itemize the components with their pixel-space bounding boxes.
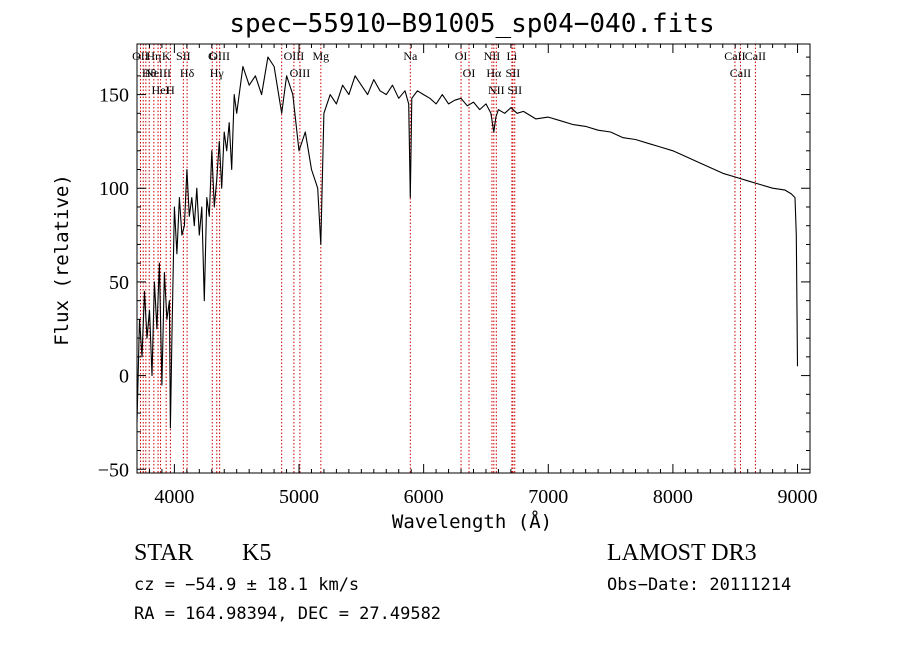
line-marker-label-19: OI <box>455 49 468 63</box>
y-axis-label: Flux (relative) <box>51 174 73 346</box>
line-marker-label-7: K <box>162 49 171 63</box>
x-tick-label-0: 4000 <box>154 486 194 508</box>
y-tick-label-2: 50 <box>109 272 129 294</box>
line-marker-label-23: NII <box>488 83 505 97</box>
line-marker-label-12: Hγ <box>210 66 225 80</box>
line-marker-label-25: SII <box>506 66 521 80</box>
y-tick-label-0: −50 <box>98 459 129 481</box>
line-marker-label-18: Na <box>403 49 418 63</box>
x-tick-label-2: 6000 <box>404 486 444 508</box>
line-marker-label-21: NII <box>484 49 501 63</box>
line-marker-label-10: Hδ <box>180 66 195 80</box>
line-marker-label-8: H <box>166 83 175 97</box>
x-axis: 4000 5000 6000 7000 8000 9000 <box>148 44 818 508</box>
object-subclass: K5 <box>242 540 271 566</box>
redshift-text: cz = −54.9 ± 18.1 km/s <box>134 575 359 595</box>
chart-title: spec−55910−B91005_sp04−040.fits <box>229 9 714 39</box>
line-marker-label-5: NeIII <box>145 66 171 80</box>
line-marker-label-16: OIII <box>290 66 311 80</box>
line-marker-label-22: Hα <box>486 66 502 80</box>
line-marker-label-0: OII <box>132 49 149 63</box>
line-marker-label-28: CaII <box>730 66 751 80</box>
x-tick-label-5: 9000 <box>778 486 818 508</box>
survey-name: LAMOST DR3 <box>607 540 757 566</box>
line-marker-label-9: SII <box>176 49 191 63</box>
line-marker-layer <box>139 44 756 473</box>
x-tick-label-3: 7000 <box>528 486 568 508</box>
plot-frame <box>136 43 811 474</box>
y-tick-label-4: 150 <box>99 85 129 107</box>
obs-date-text: Obs−Date: 20111214 <box>607 575 791 595</box>
line-marker-label-13: OIII <box>209 49 230 63</box>
x-axis-label: Wavelength (Å) <box>392 510 552 533</box>
line-marker-label-15: OIII <box>284 49 305 63</box>
line-marker-label-29: CaII <box>745 49 766 63</box>
coordinates-text: RA = 164.98394, DEC = 27.49582 <box>134 604 441 624</box>
series-layer <box>136 56 799 429</box>
y-axis: −50 0 50 100 150 <box>98 56 810 481</box>
line-marker-label-20: OI <box>463 66 476 80</box>
line-marker-label-3: Hθ <box>142 66 157 80</box>
y-tick-label-3: 100 <box>99 178 129 200</box>
line-marker-label-17: Mg <box>312 49 329 63</box>
line-marker-label-26: SII <box>507 83 522 97</box>
y-tick-label-1: 0 <box>119 366 129 388</box>
x-tick-label-1: 5000 <box>279 486 319 508</box>
line-marker-label-24: Li <box>507 49 518 63</box>
series-line-0 <box>136 56 799 429</box>
line-marker-label-4: Hη <box>146 49 161 63</box>
line-marker-label-11: G <box>208 49 217 63</box>
line-marker-label-27: CaII <box>724 49 745 63</box>
object-class: STAR <box>134 540 193 566</box>
x-tick-label-4: 8000 <box>653 486 693 508</box>
line-marker-label-6: HeI <box>152 83 170 97</box>
